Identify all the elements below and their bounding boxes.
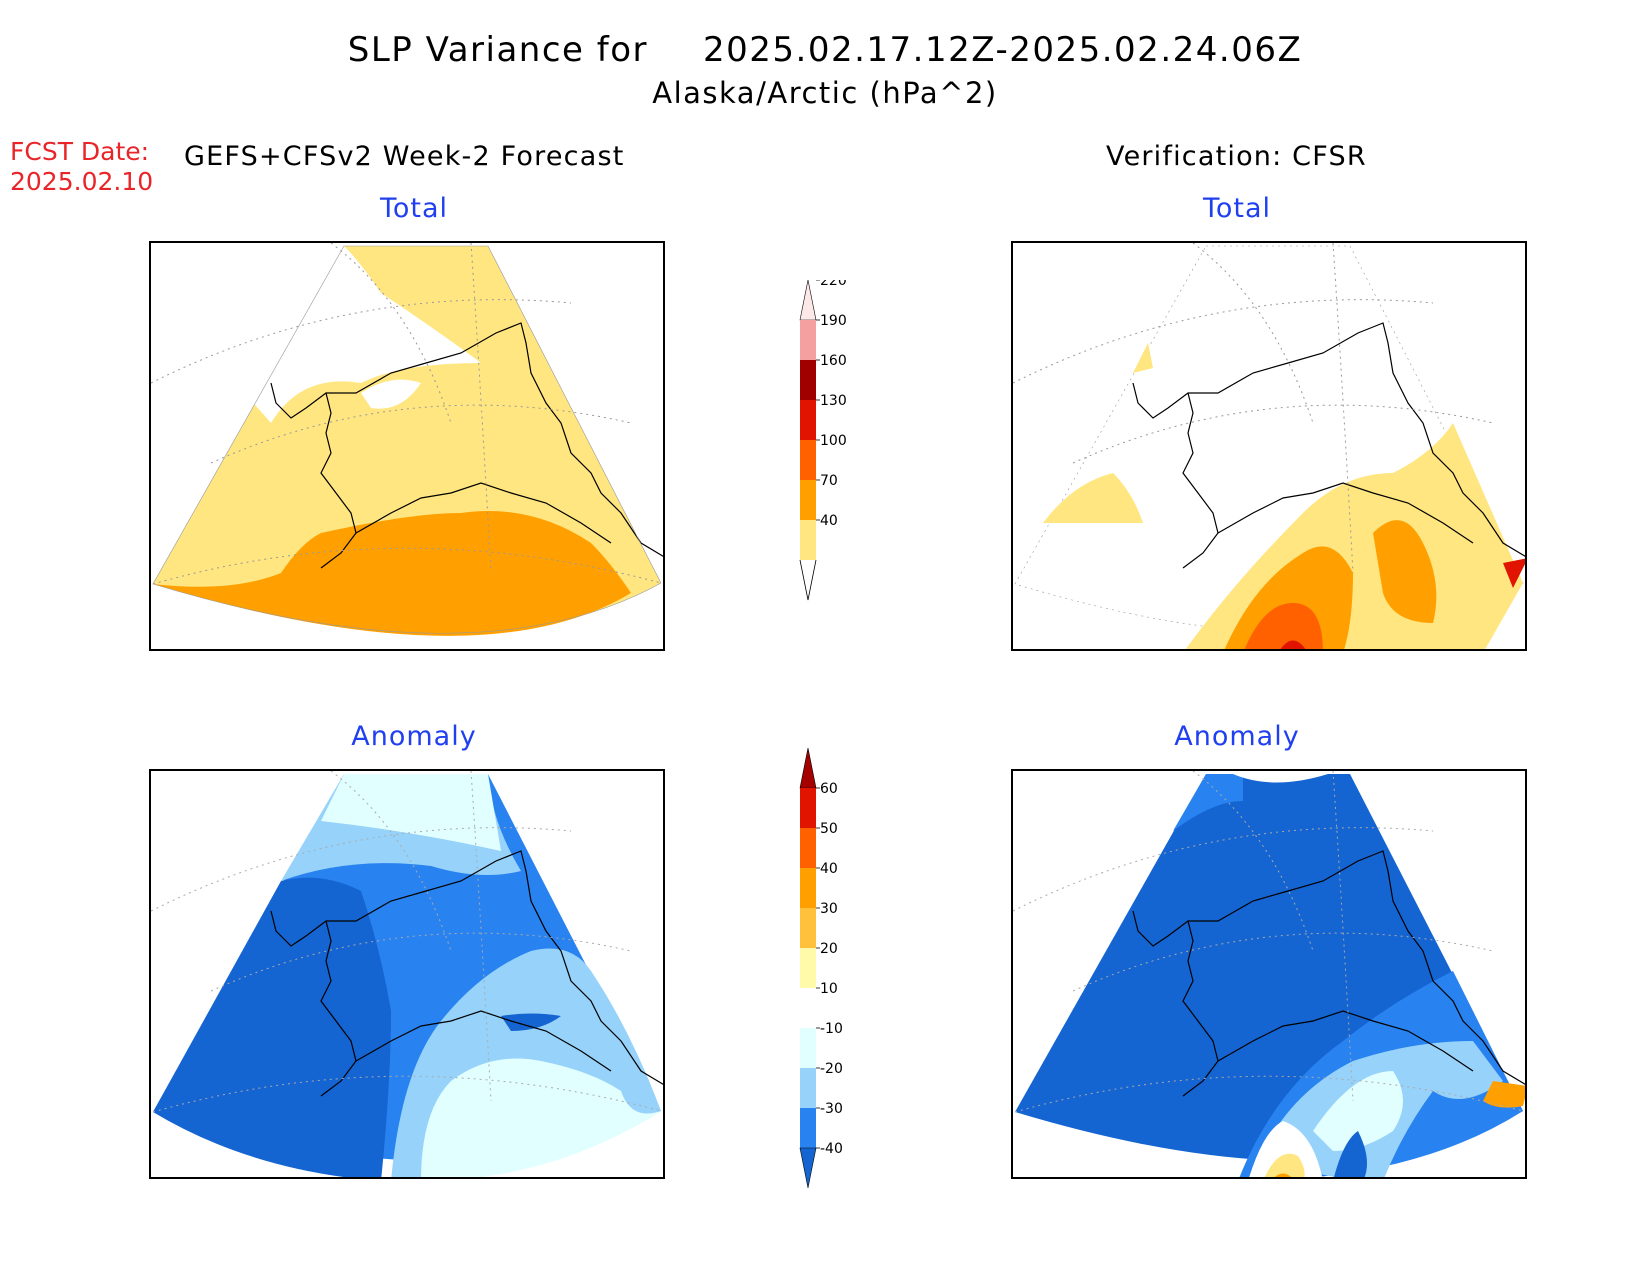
contour-40-70-north <box>1133 343 1153 373</box>
colorbar-swatch <box>800 828 816 868</box>
panel-title-forecast-anomaly: Anomaly <box>351 721 477 752</box>
colorbar-label: 30 <box>820 901 838 917</box>
contour-below-40 <box>153 877 391 1177</box>
colorbar-swatch <box>800 1108 816 1148</box>
colorbar-swatch <box>799 1147 817 1189</box>
colorbar-swatch <box>800 908 816 948</box>
colorbar-total: 40 70 100 130 160 190 220 <box>799 280 847 601</box>
contour-30-40-pos <box>1274 1173 1292 1177</box>
colorbar-swatch <box>800 440 816 480</box>
colorbar-label: 190 <box>820 313 847 329</box>
colorbar-swatch <box>800 480 816 520</box>
colorbar-label: -20 <box>820 1061 843 1077</box>
coastline <box>270 322 663 569</box>
contour-10-20-south <box>421 1058 661 1177</box>
coastline <box>270 850 663 1097</box>
contour-below-40-south <box>1334 1131 1367 1177</box>
colorbar-label: -40 <box>820 1141 843 1157</box>
contour-10-20-north <box>321 774 501 851</box>
contour-70-100 <box>1224 546 1353 649</box>
title-prefix: SLP Variance for <box>347 30 649 70</box>
graticule <box>1013 243 1494 574</box>
contour-below-40 <box>236 246 481 423</box>
contour-30-40-north <box>1173 774 1243 831</box>
contour-70-100 <box>153 511 631 636</box>
colorbar-swatch <box>800 360 816 400</box>
colorbar-swatch <box>799 280 817 321</box>
colorbar-label: 100 <box>820 433 847 449</box>
map-verification-total <box>1011 241 1527 651</box>
verification-column-title: Verification: CFSR <box>1106 141 1367 172</box>
contour-130-160 <box>1280 640 1306 649</box>
colorbar-swatch <box>800 868 816 908</box>
colorbar-label: 10 <box>820 981 838 997</box>
title-period: 2025.02.17.12Z-2025.02.24.06Z <box>703 30 1303 70</box>
colorbar-label: 220 <box>820 280 847 289</box>
colorbar-label: 40 <box>820 861 838 877</box>
chart-subtitle: Alaska/Arctic (hPa^2) <box>652 76 998 110</box>
colorbar-swatch <box>800 320 816 360</box>
panel-title-verification-anomaly: Anomaly <box>1174 721 1300 752</box>
contour-below-40-small <box>361 379 421 409</box>
graticule <box>1013 771 1524 1113</box>
colorbar-swatch <box>800 1028 816 1068</box>
contour-20-30-pos <box>1264 1153 1305 1177</box>
contour-40-70-west <box>1043 473 1143 523</box>
coastline <box>1132 322 1525 569</box>
colorbar-lower-end <box>799 559 817 601</box>
domain-outline <box>152 245 662 634</box>
chart-title: SLP Variance for 2025.02.17.12Z-2025.02.2… <box>0 30 1650 70</box>
colorbar-label: 130 <box>820 393 847 409</box>
contour-below-40-east <box>501 1013 561 1031</box>
contour-10-20-south <box>1313 1071 1403 1151</box>
colorbar-label: 160 <box>820 353 847 369</box>
colorbar-label: -30 <box>820 1101 843 1117</box>
colorbar-label: 20 <box>820 941 838 957</box>
forecast-date-label: FCST Date: <box>10 137 150 166</box>
colorbar-label: 70 <box>820 473 838 489</box>
forecast-column-title: GEFS+CFSv2 Week-2 Forecast <box>184 141 625 172</box>
contour-0-10-south <box>1249 1121 1323 1177</box>
map-forecast-total <box>149 241 665 651</box>
panel-title-verification-total: Total <box>1202 193 1272 224</box>
contour-100-130 <box>1244 603 1323 649</box>
forecast-date-value: 2025.02.10 <box>10 167 154 196</box>
colorbar-anomaly: -40 -30 -20 -10 10 20 30 40 50 60 <box>799 748 843 1189</box>
colorbar-swatch <box>800 1068 816 1108</box>
colorbar-swatch <box>800 788 816 828</box>
colorbar-label: 60 <box>820 781 838 797</box>
forecast-date: FCST Date: 2025.02.10 <box>10 137 153 197</box>
colorbar-label: 50 <box>820 821 838 837</box>
graticule <box>151 243 662 585</box>
colorbar-swatch <box>800 400 816 440</box>
colorbar-swatch <box>800 948 816 988</box>
colorbar-label: 40 <box>820 513 838 529</box>
contour-100-130-edge <box>1503 558 1525 588</box>
coastline <box>1132 850 1525 1097</box>
colorbar-swatch <box>800 520 816 560</box>
map-forecast-anomaly <box>149 769 665 1179</box>
graticule <box>151 771 662 1113</box>
contour-20-30-edge <box>1483 1081 1525 1108</box>
contour-10-20-cap <box>1233 774 1328 783</box>
map-verification-anomaly <box>1011 769 1527 1179</box>
colorbar-swatch <box>800 988 816 1028</box>
colorbar-swatch <box>799 748 817 789</box>
panel-title-forecast-total: Total <box>379 193 449 224</box>
colorbar-label: -10 <box>820 1021 843 1037</box>
contour-70-100-east <box>1373 520 1437 623</box>
